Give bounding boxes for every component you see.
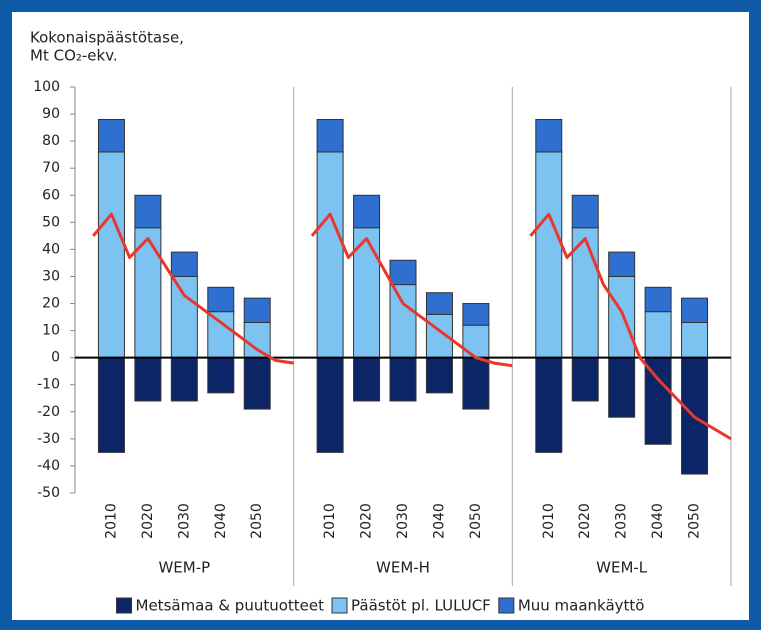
y-tick-label: -50	[37, 485, 60, 501]
bar	[608, 251, 636, 277]
bar	[389, 259, 417, 286]
bar	[644, 311, 672, 359]
legend-label: Päästöt pl. LULUCF	[351, 597, 491, 615]
bar	[644, 357, 672, 445]
bar	[316, 357, 344, 453]
y-tick-label: 30	[42, 268, 60, 284]
bar	[608, 357, 636, 418]
bar	[243, 357, 271, 410]
x-tick-label: 2030	[614, 503, 630, 539]
x-tick-label: 2010	[103, 503, 119, 539]
y-tick-label: -20	[37, 404, 60, 420]
panel-label: WEM-P	[158, 559, 210, 577]
net-line	[92, 212, 294, 365]
y-tick-label: 20	[42, 296, 60, 312]
bar	[134, 357, 162, 402]
y-tick-label: 0	[51, 350, 60, 366]
x-tick-label: 2020	[140, 503, 156, 539]
panel-label: WEM-L	[596, 559, 648, 577]
x-tick-label: 2050	[468, 503, 484, 539]
y-tick-label: -40	[37, 458, 60, 474]
y-label: Mt CO₂-ekv.	[30, 47, 118, 65]
bar	[207, 286, 235, 313]
bar	[389, 357, 417, 402]
x-tick-label: 2050	[687, 503, 703, 539]
bar	[571, 194, 599, 229]
bar	[97, 118, 125, 153]
y-tick-label: 70	[42, 160, 60, 176]
y-label: Kokonaispäästötase,	[30, 29, 184, 47]
x-tick-label: 2040	[431, 503, 447, 539]
bar	[97, 151, 125, 359]
bar	[535, 118, 563, 153]
bar	[535, 357, 563, 453]
bar	[170, 251, 198, 277]
bar	[462, 357, 490, 410]
x-tick-label: 2050	[249, 503, 265, 539]
x-tick-label: 2040	[213, 503, 229, 539]
y-tick-label: 50	[42, 214, 60, 230]
legend-label: Metsämaa & puutuotteet	[136, 597, 325, 615]
legend-swatch	[498, 597, 515, 614]
bar	[243, 297, 271, 323]
x-tick-label: 2010	[322, 503, 338, 539]
y-tick-label: 100	[33, 79, 60, 95]
bar	[207, 311, 235, 359]
bar	[425, 357, 453, 394]
bar	[353, 357, 381, 402]
bar	[535, 151, 563, 359]
y-tick-label: 90	[42, 106, 60, 122]
y-tick-label: 60	[42, 187, 60, 203]
bar	[170, 275, 198, 359]
bar	[681, 321, 709, 359]
y-tick-label: 10	[42, 323, 60, 339]
bar	[644, 286, 672, 313]
bar	[134, 194, 162, 229]
bar	[243, 321, 271, 359]
y-tick-label: -10	[37, 377, 60, 393]
x-tick-label: 2020	[359, 503, 375, 539]
x-tick-label: 2020	[577, 503, 593, 539]
x-tick-label: 2030	[395, 503, 411, 539]
y-tick-label: -30	[37, 431, 60, 447]
bar	[316, 118, 344, 153]
bar	[425, 292, 453, 315]
bar	[170, 357, 198, 402]
bar	[462, 324, 490, 359]
x-tick-label: 2040	[650, 503, 666, 539]
bar	[97, 357, 125, 453]
legend-label: Muu maankäyttö	[518, 597, 645, 615]
y-tick-label: 80	[42, 133, 60, 149]
legend-swatch	[331, 597, 348, 614]
bar	[207, 357, 235, 394]
net-line	[529, 212, 732, 441]
bar	[353, 194, 381, 229]
net-line	[310, 212, 513, 368]
bar	[316, 151, 344, 359]
bar	[608, 275, 636, 359]
bar	[681, 297, 709, 323]
panel-label: WEM-H	[376, 559, 430, 577]
bar	[571, 357, 599, 402]
y-tick-label: 40	[42, 241, 60, 257]
x-tick-label: 2030	[176, 503, 192, 539]
bar	[389, 284, 417, 359]
legend-swatch	[116, 597, 133, 614]
x-tick-label: 2010	[541, 503, 557, 539]
bar	[462, 303, 490, 326]
